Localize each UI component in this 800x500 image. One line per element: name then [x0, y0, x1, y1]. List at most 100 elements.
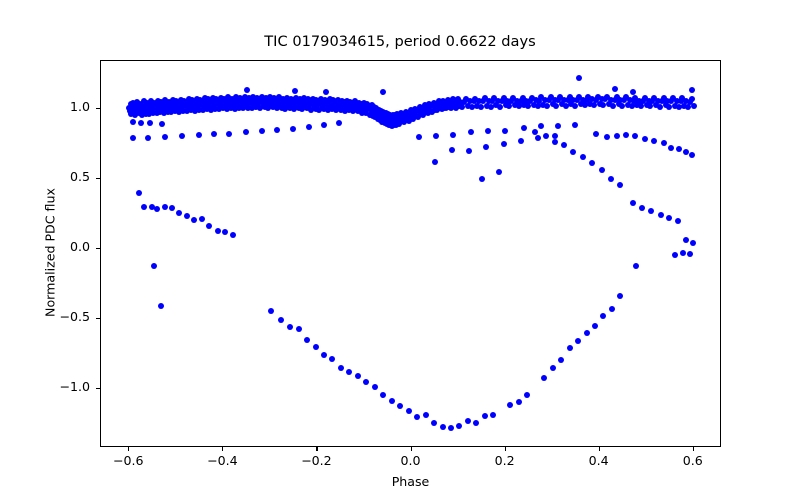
scatter-point — [153, 110, 160, 117]
scatter-point — [222, 228, 229, 235]
scatter-point — [135, 189, 142, 196]
scatter-point — [145, 111, 152, 117]
scatter-point — [410, 115, 417, 122]
scatter-point — [183, 108, 190, 115]
scatter-point — [160, 109, 167, 116]
scatter-point — [555, 122, 562, 129]
scatter-point — [322, 88, 329, 95]
scatter-point — [647, 103, 654, 110]
scatter-point — [405, 117, 412, 124]
scatter-point — [495, 97, 502, 104]
scatter-point — [265, 105, 272, 112]
scatter-point — [250, 93, 257, 100]
scatter-point — [329, 106, 336, 113]
scatter-point — [680, 249, 687, 256]
scatter-point — [463, 95, 470, 102]
scatter-point — [636, 97, 643, 104]
chart-title: TIC 0179034615, period 0.6622 days — [264, 33, 536, 50]
scatter-point — [199, 107, 206, 114]
scatter-point — [617, 292, 624, 299]
scatter-point — [448, 425, 455, 432]
scatter-point — [473, 419, 480, 426]
scatter-point — [575, 338, 582, 345]
scatter-point — [335, 96, 342, 103]
scatter-point — [136, 110, 143, 117]
scatter-point — [433, 107, 440, 114]
scatter-point — [309, 95, 316, 102]
scatter-point — [600, 312, 607, 319]
scatter-point — [479, 176, 486, 183]
y-tick-mark — [96, 318, 100, 320]
scatter-point — [594, 93, 601, 100]
scatter-point — [211, 105, 218, 112]
scatter-point — [641, 94, 648, 101]
scatter-point — [215, 106, 222, 113]
scatter-point — [619, 102, 626, 109]
scatter-point — [592, 131, 599, 138]
x-tick-mark — [316, 447, 318, 451]
scatter-point — [481, 413, 488, 420]
scatter-point — [318, 95, 325, 102]
scatter-point — [611, 96, 618, 103]
scatter-point — [133, 98, 140, 105]
scatter-point — [651, 137, 658, 144]
scatter-point — [507, 401, 514, 408]
scatter-point — [549, 101, 556, 108]
scatter-point — [530, 101, 537, 108]
scatter-point — [472, 95, 479, 102]
scatter-point — [671, 251, 678, 258]
scatter-point — [290, 105, 297, 112]
scatter-point — [157, 109, 164, 116]
scatter-point — [677, 98, 684, 105]
scatter-point — [161, 204, 168, 211]
scatter-point — [564, 96, 571, 103]
scatter-point — [655, 97, 662, 104]
scatter-point — [623, 94, 630, 101]
scatter-point — [223, 105, 230, 112]
scatter-point — [653, 102, 660, 109]
scatter-point — [191, 107, 198, 114]
scatter-point — [575, 74, 582, 81]
scatter-point — [457, 98, 464, 105]
scatter-point — [598, 166, 605, 173]
scatter-point — [570, 149, 577, 156]
scatter-point — [261, 103, 268, 110]
scatter-point — [400, 119, 407, 126]
scatter-point — [515, 103, 522, 110]
scatter-point — [191, 216, 198, 223]
scatter-point — [489, 98, 496, 105]
scatter-point — [183, 212, 190, 219]
x-tick-label: 0.6 — [682, 453, 703, 468]
scatter-point — [225, 130, 232, 137]
scatter-point — [552, 139, 559, 146]
scatter-point — [474, 102, 481, 109]
scatter-point — [361, 106, 368, 113]
scatter-point — [490, 412, 497, 419]
scatter-point — [568, 101, 575, 108]
scatter-point — [225, 94, 232, 101]
scatter-point — [673, 98, 680, 105]
scatter-point — [688, 87, 695, 94]
scatter-point — [585, 93, 592, 100]
scatter-point — [545, 97, 552, 104]
scatter-point — [487, 103, 494, 110]
scatter-point — [388, 397, 395, 404]
scatter-point — [193, 95, 200, 102]
scatter-point — [536, 97, 543, 104]
scatter-point — [570, 96, 577, 103]
y-tick-mark — [96, 247, 100, 249]
scatter-point — [432, 132, 439, 139]
scatter-point — [519, 94, 526, 101]
x-tick-mark — [410, 447, 412, 451]
scatter-point — [617, 96, 624, 103]
scatter-point — [555, 97, 562, 104]
scatter-point — [464, 418, 471, 425]
scatter-point — [354, 373, 361, 380]
scatter-point — [180, 107, 187, 114]
scatter-point — [240, 105, 247, 112]
scatter-point — [621, 97, 628, 104]
scatter-point — [607, 175, 614, 182]
scatter-point — [195, 106, 202, 113]
scatter-point — [566, 94, 573, 101]
scatter-point — [207, 106, 214, 113]
